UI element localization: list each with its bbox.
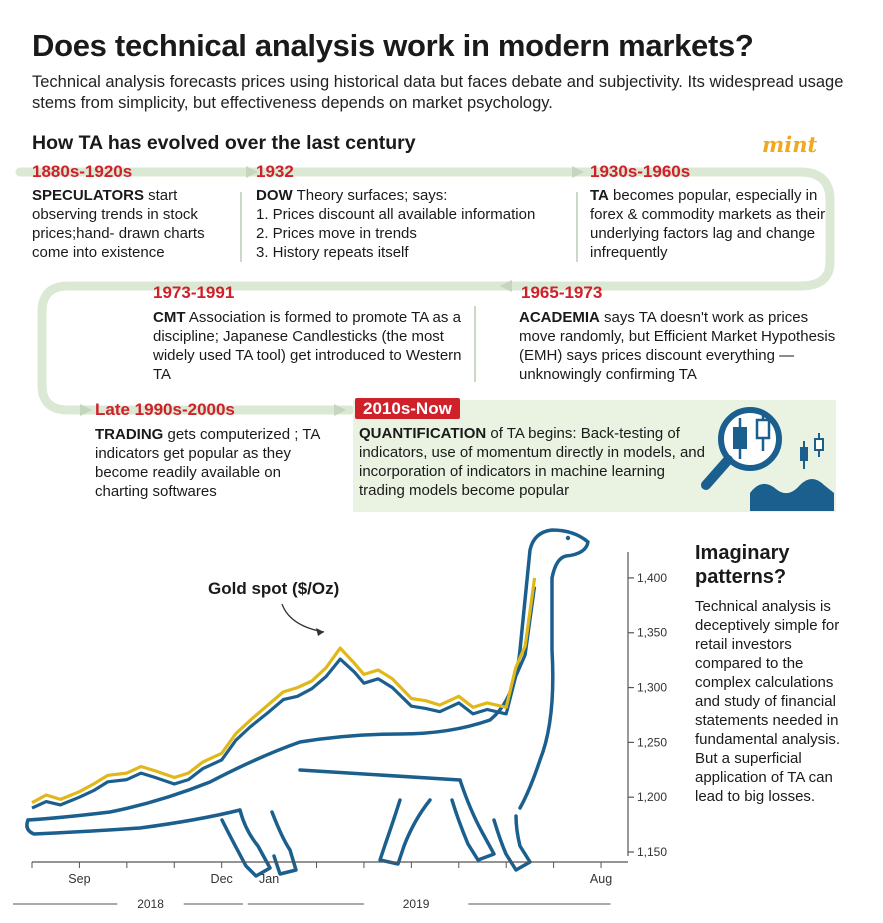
entry-keyword: CMT <box>153 309 186 326</box>
timeline-arrow <box>572 166 584 178</box>
timeline-arrow <box>80 404 92 416</box>
entry-text: says TA doesn't work as prices move rand… <box>519 309 836 383</box>
timeline-entry: 1965-1973 ACADEMIA says TA doesn't work … <box>519 283 839 384</box>
timeline-entry: 1880s-1920s SPECULATORS start observing … <box>32 162 237 262</box>
entry-text: becomes popular, especially in forex & c… <box>590 187 826 261</box>
sidebar-text: Technical analysis is deceptively simple… <box>695 598 841 805</box>
entry-keyword: DOW <box>256 187 293 204</box>
page-subtitle: Technical analysis forecasts prices usin… <box>32 73 844 112</box>
x-tick-label: Aug <box>590 872 612 886</box>
entry-text: gets computerized ; TA indicators get po… <box>95 426 320 500</box>
gold-price-chart: 1,150 1,200 1,250 1,300 1,350 1,400 Sep Dec Jan A… <box>13 528 667 911</box>
timeline-arrow <box>334 404 346 416</box>
era-label: 2010s-Now <box>355 398 460 419</box>
page-title: Does technical analysis work in modern m… <box>32 28 754 63</box>
y-tick-label: 1,300 <box>637 681 667 695</box>
divider <box>474 306 476 382</box>
entry-keyword: QUANTIFICATION <box>359 425 487 442</box>
divider <box>240 192 242 262</box>
entry-keyword: ACADEMIA <box>519 309 600 326</box>
era-label: 1965-1973 <box>521 283 603 302</box>
entry-text: Theory surfaces; says: <box>292 187 448 204</box>
annotation-label: Gold spot ($/Oz) <box>208 579 339 598</box>
x-tick-label: Sep <box>68 872 90 886</box>
era-label: 1880s-1920s <box>32 162 133 181</box>
timeline-arrow <box>246 166 258 178</box>
x-tick-label: Jan <box>259 872 279 886</box>
entry-text: start observing trends in stock prices;h… <box>32 187 205 261</box>
era-label: 1932 <box>256 162 294 181</box>
era-label: 1973-1991 <box>153 283 235 302</box>
entry-text: Association is formed to promote TA as a… <box>153 309 462 383</box>
list-item: 3. History repeats itself <box>256 244 409 261</box>
chart-annotation: Gold spot ($/Oz) <box>208 579 339 636</box>
timeline-entry: 1973-1991 CMT Association is formed to p… <box>153 283 463 384</box>
era-label: 1930s-1960s <box>590 162 691 181</box>
timeline-entry: 2010s-Now QUANTIFICATION of TA begins: B… <box>355 398 705 500</box>
era-label: Late 1990s-2000s <box>95 400 235 419</box>
brand-logo: mint <box>762 132 818 157</box>
sidebar-title: Imaginary patterns? <box>695 542 790 588</box>
list-item: 1. Prices discount all available informa… <box>256 206 536 223</box>
timeline-entry: Late 1990s-2000s TRADING gets computeriz… <box>95 400 335 501</box>
entry-text: of TA begins: Back-testing of indicators… <box>359 425 705 499</box>
entry-keyword: TA <box>590 187 609 204</box>
list-item: 2. Prices move in trends <box>256 225 417 242</box>
y-tick-label: 1,250 <box>637 735 667 749</box>
divider <box>576 192 578 262</box>
y-tick-label: 1,200 <box>637 790 667 804</box>
series-line <box>31 586 537 810</box>
entry-keyword: SPECULATORS <box>32 187 144 204</box>
y-tick-label: 1,350 <box>637 626 667 640</box>
section-heading: How TA has evolved over the last century <box>32 132 416 154</box>
y-tick-label: 1,400 <box>637 571 667 585</box>
timeline-entry: 1930s-1960s TA becomes popular, especial… <box>590 162 830 262</box>
candlestick-magnifier-icon <box>701 407 834 511</box>
series-line <box>31 577 537 805</box>
year-label: 2018 <box>137 897 164 911</box>
timeline-arrow <box>500 280 512 292</box>
timeline-entry: 1932 DOW Theory surfaces; says: 1. Price… <box>256 162 566 262</box>
y-tick-label: 1,150 <box>637 845 667 859</box>
x-tick-label: Dec <box>211 872 233 886</box>
entry-keyword: TRADING <box>95 426 164 443</box>
year-label: 2019 <box>403 897 430 911</box>
